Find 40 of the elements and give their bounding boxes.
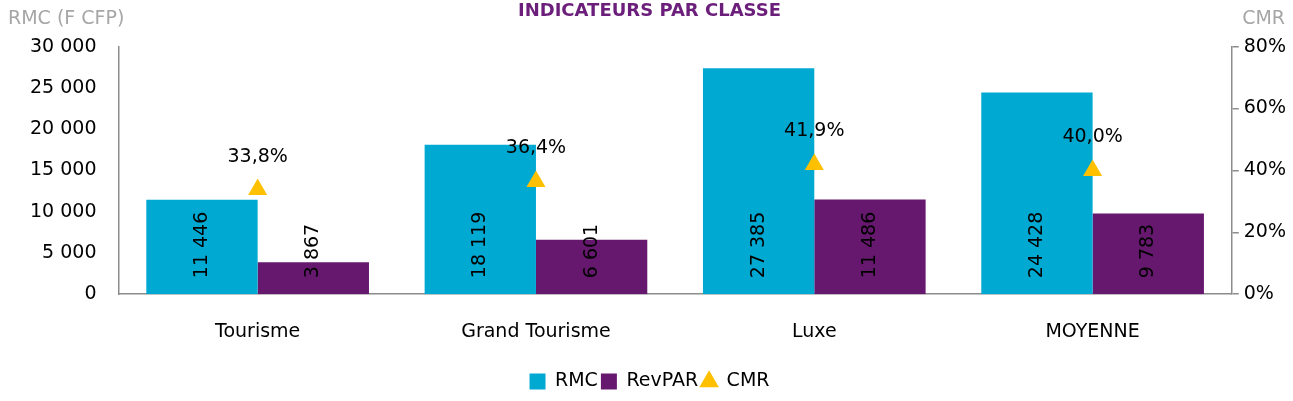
data-label: 6 601 [578, 223, 601, 279]
y-axis-title: RMC (F CFP) [8, 5, 125, 28]
data-label: 9 783 [1135, 223, 1158, 279]
y2-tick-label: 80% [1243, 33, 1286, 56]
x-tick-label: Grand Tourisme [461, 318, 611, 341]
legend-label: RMC [555, 368, 598, 391]
bar [1092, 213, 1204, 295]
point [1083, 159, 1103, 176]
bar [814, 199, 926, 295]
bar [257, 262, 369, 295]
x-tick-label: MOYENNE [1045, 318, 1140, 341]
y-tick-label: 0 [84, 281, 97, 304]
data-label: 3 867 [300, 223, 323, 279]
y2-tick-label: 60% [1243, 95, 1286, 118]
data-label: 36,4% [505, 135, 567, 158]
point [248, 178, 268, 196]
x-tick-label: Tourisme [214, 318, 301, 341]
bar [146, 199, 258, 295]
data-label: 33,8% [227, 143, 288, 166]
y-tick-label: 30 000 [30, 33, 97, 56]
data-label: 11 446 [188, 211, 211, 279]
y-tick-label: 5 000 [42, 239, 97, 262]
y2-tick-label: 40% [1243, 157, 1286, 180]
y-tick-label: 25 000 [30, 74, 97, 97]
legend-label: RevPAR [626, 368, 699, 391]
point [804, 153, 824, 171]
data-label: 18 119 [467, 211, 490, 279]
y-tick-label: 15 000 [30, 157, 97, 180]
y-tick-label: 20 000 [30, 116, 97, 139]
y2-tick-label: 20% [1243, 219, 1286, 242]
x-tick-label: Luxe [791, 318, 837, 341]
data-label: 27 385 [745, 211, 768, 279]
y-tick-label: 10 000 [30, 198, 97, 221]
y2-tick-label: 0% [1243, 281, 1274, 304]
data-label: 24 428 [1023, 211, 1046, 279]
chart-title: INDICATEURS PAR CLASSE [517, 0, 782, 21]
data-label: 11 486 [856, 211, 879, 279]
legend-label: CMR [726, 368, 770, 391]
point [526, 170, 546, 188]
y2-axis-title: CMR [1242, 5, 1285, 28]
